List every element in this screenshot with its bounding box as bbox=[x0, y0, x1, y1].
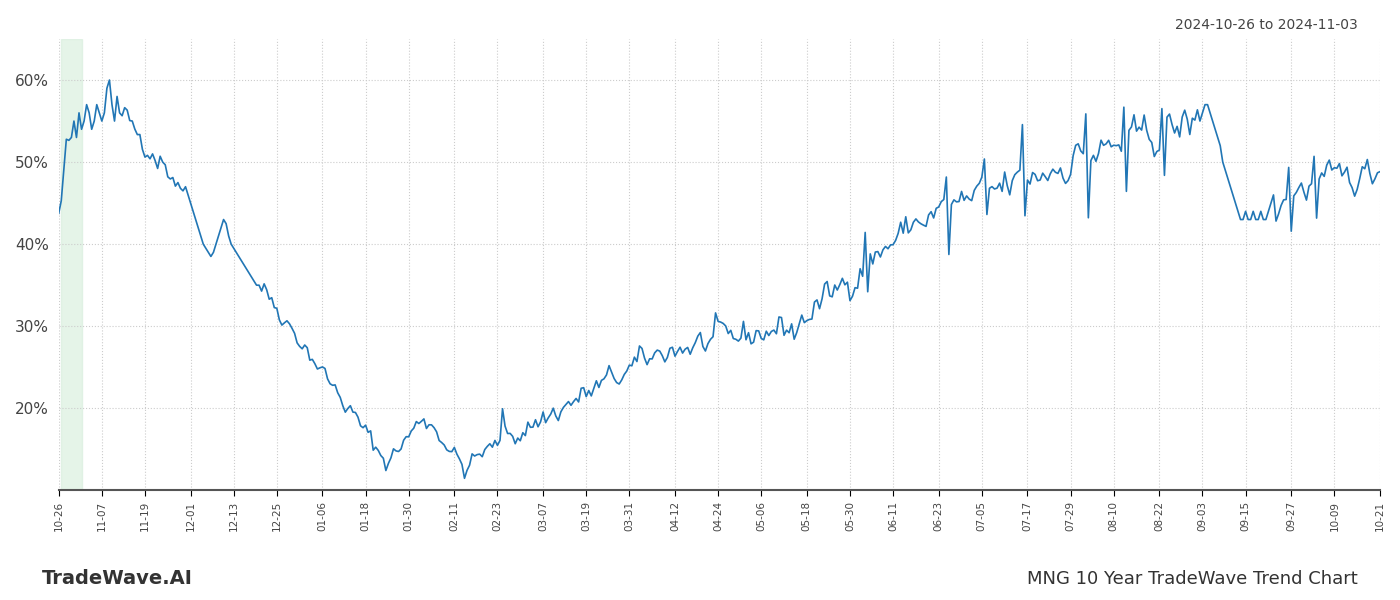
Text: 2024-10-26 to 2024-11-03: 2024-10-26 to 2024-11-03 bbox=[1175, 18, 1358, 32]
Bar bbox=[62, 39, 81, 490]
Text: TradeWave.AI: TradeWave.AI bbox=[42, 569, 193, 588]
Text: MNG 10 Year TradeWave Trend Chart: MNG 10 Year TradeWave Trend Chart bbox=[1028, 570, 1358, 588]
